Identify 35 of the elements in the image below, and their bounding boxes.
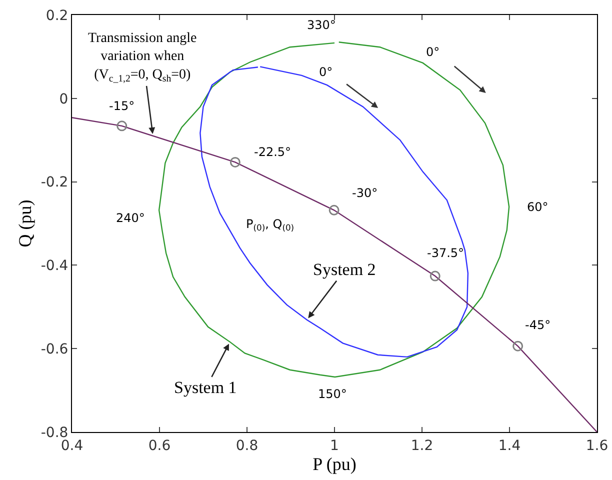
x-tick-label: 0.8 [236,438,258,454]
annotation: 0° [426,45,440,59]
annotation: 150° [318,387,347,401]
annotation: 0° [319,65,333,79]
x-tick-label: 0.6 [148,438,171,454]
point [512,340,524,352]
annotation: -22.5° [254,145,292,159]
annotation: System 2 [313,260,376,279]
point [116,120,128,132]
line-series [200,66,469,358]
y-tick-label: -0.4 [40,258,68,274]
annotation: -15° [109,99,135,113]
annotation: Transmission angle variation when (V$_{c_1,2}$=0, Q$_{sh}$=0) [88,31,197,84]
annotation: 240° [116,211,145,225]
point [328,204,340,216]
annotation: -37.5° [427,246,464,260]
annotation: System 1 [174,378,237,397]
annotation: 330° [307,18,336,32]
annotation: 60° [527,200,548,214]
x-tick-label: 1 [330,438,339,454]
y-tick-label: -0.6 [40,342,68,358]
y-tick-label: 0.2 [46,8,68,24]
x-tick-label: 1.6 [586,438,608,454]
annotation: -30° [352,186,378,200]
y-tick-label: -0.2 [40,174,68,191]
annotation: P$_{(0)}$, Q$_{(0)}$ [246,217,294,233]
point [430,270,440,282]
line-series [72,116,597,432]
y-tick-label: 0 [59,91,68,108]
annotation: -45° [525,318,551,332]
y-axis-title: Q (pu) [15,200,36,248]
x-axis-title: P (pu) [312,454,356,474]
x-tick-label: 1.4 [498,438,521,454]
point [230,156,240,168]
x-tick-label: 1.2 [410,438,434,454]
